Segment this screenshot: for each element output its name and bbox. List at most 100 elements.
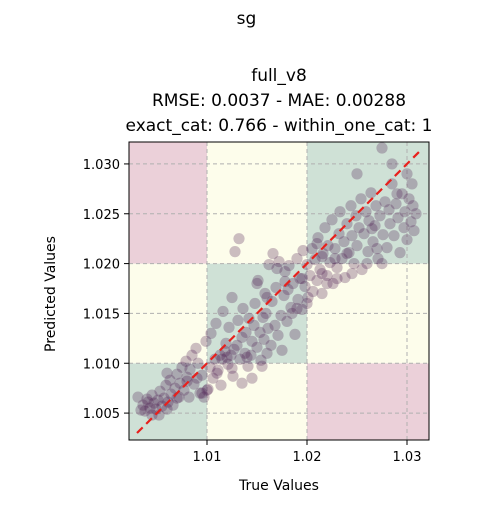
y-tick-label: 1.025 — [83, 208, 120, 223]
data-point — [245, 349, 257, 361]
data-point — [283, 259, 295, 272]
data-point — [296, 272, 308, 285]
data-point — [287, 277, 299, 290]
data-point — [407, 200, 419, 212]
data-point — [146, 389, 158, 401]
data-point — [242, 360, 254, 372]
data-point — [391, 188, 403, 200]
data-point — [334, 206, 346, 218]
data-point — [153, 409, 165, 421]
data-point — [321, 277, 333, 290]
data-point — [306, 243, 318, 255]
plot-frame — [128, 141, 430, 441]
data-point — [215, 379, 227, 391]
data-point — [236, 331, 248, 343]
data-point — [346, 267, 358, 280]
data-point — [201, 384, 213, 396]
data-point — [401, 234, 413, 246]
data-point — [366, 223, 378, 235]
data-point — [265, 339, 277, 351]
chart-suptitle: sg — [237, 9, 257, 29]
data-point — [311, 238, 323, 250]
data-point — [186, 349, 198, 361]
data-point — [289, 328, 301, 340]
data-point — [255, 354, 267, 366]
data-point — [176, 361, 188, 373]
data-point — [410, 208, 422, 220]
data-point — [184, 363, 196, 375]
data-point — [356, 263, 368, 276]
data-point — [217, 305, 229, 318]
data-point — [279, 275, 291, 288]
data-point — [278, 289, 290, 302]
data-point — [376, 142, 388, 154]
data-point — [299, 280, 311, 293]
data-point — [363, 215, 375, 227]
data-point — [167, 399, 179, 411]
data-point — [316, 267, 328, 280]
data-point — [388, 230, 400, 242]
data-point — [399, 206, 411, 218]
data-point — [374, 210, 386, 222]
data-point — [304, 269, 316, 282]
data-point — [321, 269, 333, 282]
data-point — [351, 168, 363, 180]
data-point — [276, 344, 288, 356]
category-region — [207, 363, 307, 440]
data-point — [272, 329, 284, 341]
data-point — [379, 196, 391, 208]
data-point — [161, 367, 173, 379]
data-point — [146, 409, 158, 421]
x-tick-label: 1.01 — [193, 450, 222, 465]
data-point — [161, 403, 173, 415]
data-point — [200, 335, 212, 347]
y-tick-label: 1.010 — [83, 357, 120, 372]
y-tick-label: 1.030 — [83, 158, 120, 173]
data-point — [405, 216, 417, 228]
data-point — [226, 362, 238, 374]
data-point — [240, 326, 252, 338]
data-point — [180, 355, 192, 367]
data-point — [316, 287, 328, 300]
data-point — [314, 263, 326, 276]
data-point — [188, 378, 200, 390]
data-point — [384, 218, 396, 230]
data-point — [252, 274, 264, 287]
data-point — [381, 242, 393, 254]
data-point — [339, 271, 351, 284]
data-point — [256, 360, 268, 372]
data-point — [390, 198, 402, 210]
data-point — [294, 272, 306, 285]
data-point — [248, 319, 260, 331]
data-point — [331, 272, 343, 285]
data-point — [398, 222, 410, 234]
data-point — [232, 314, 244, 327]
data-point — [311, 274, 323, 287]
data-point — [376, 257, 388, 270]
data-point — [301, 297, 313, 310]
data-point — [291, 302, 303, 315]
data-point — [371, 243, 383, 255]
data-point — [160, 379, 172, 391]
data-point — [275, 309, 287, 322]
data-point — [156, 400, 168, 412]
data-point — [141, 393, 153, 405]
y-tick-label: 1.005 — [83, 407, 120, 422]
data-point — [279, 265, 291, 278]
data-point — [144, 402, 156, 414]
data-point — [263, 258, 275, 271]
data-point — [353, 222, 365, 234]
x-axis-label: True Values — [238, 478, 319, 494]
data-point — [246, 372, 258, 384]
data-point — [152, 394, 164, 406]
chart-title-line-3: exact_cat: 0.766 - within_one_cat: 1 — [126, 116, 433, 136]
data-point — [343, 247, 355, 259]
data-point — [394, 247, 406, 259]
data-point — [297, 245, 309, 257]
data-point — [194, 387, 206, 399]
identity-line — [136, 151, 420, 434]
data-point — [333, 228, 345, 240]
data-point — [209, 353, 221, 365]
data-point — [241, 351, 253, 363]
data-point — [377, 229, 389, 241]
